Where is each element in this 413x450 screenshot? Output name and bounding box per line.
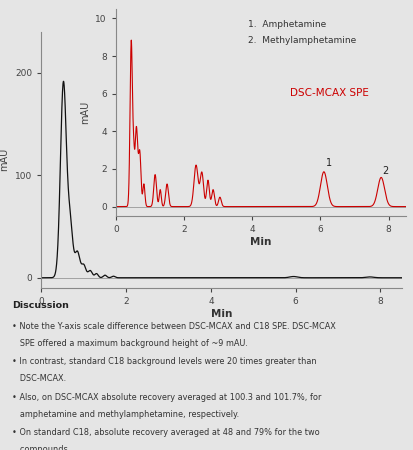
X-axis label: Min: Min xyxy=(249,237,271,247)
Y-axis label: mAU: mAU xyxy=(0,148,9,171)
Y-axis label: mAU: mAU xyxy=(80,101,90,124)
Text: DSC-MCAX.: DSC-MCAX. xyxy=(12,374,66,383)
Text: amphetamine and methylamphetamine, respectively.: amphetamine and methylamphetamine, respe… xyxy=(12,410,239,419)
Text: Standard C18: Standard C18 xyxy=(228,119,318,132)
Text: Discussion: Discussion xyxy=(12,302,69,310)
Text: • Note the Y-axis scale difference between DSC-MCAX and C18 SPE. DSC-MCAX: • Note the Y-axis scale difference betwe… xyxy=(12,322,335,331)
Text: • Also, on DSC-MCAX absolute recovery averaged at 100.3 and 101.7%, for: • Also, on DSC-MCAX absolute recovery av… xyxy=(12,393,321,402)
Text: 1: 1 xyxy=(325,158,331,168)
Text: 2: 2 xyxy=(381,166,387,176)
Text: 1.  Amphetamine: 1. Amphetamine xyxy=(248,20,326,29)
Text: compounds.: compounds. xyxy=(12,446,71,450)
Text: DSC-MCAX SPE: DSC-MCAX SPE xyxy=(289,88,368,98)
X-axis label: Min: Min xyxy=(210,309,232,319)
Text: SPE offered a maximum background height of ~9 mAU.: SPE offered a maximum background height … xyxy=(12,339,248,348)
Text: 2.  Methylamphetamine: 2. Methylamphetamine xyxy=(248,36,356,45)
Text: • On standard C18, absolute recovery averaged at 48 and 79% for the two: • On standard C18, absolute recovery ave… xyxy=(12,428,319,437)
Text: • In contrast, standard C18 background levels were 20 times greater than: • In contrast, standard C18 background l… xyxy=(12,357,316,366)
